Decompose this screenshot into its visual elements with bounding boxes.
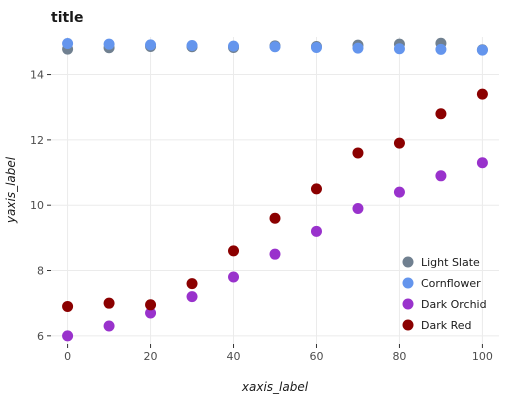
data-point-cornflower <box>103 38 115 50</box>
data-point-dark-orchid <box>435 170 447 182</box>
y-tick-label: 8 <box>37 265 44 278</box>
legend-marker <box>402 319 414 331</box>
data-point-dark-orchid <box>393 186 405 198</box>
data-point-cornflower <box>476 44 488 56</box>
data-point-dark-orchid <box>269 248 281 260</box>
data-point-cornflower <box>393 43 405 55</box>
data-point-dark-red <box>476 88 488 100</box>
legend: Light Slate Cornflower Dark Orchid Dark Red <box>402 256 487 332</box>
data-point-dark-orchid <box>145 307 157 319</box>
legend-label: Light Slate <box>421 256 480 269</box>
gridlines <box>51 37 499 344</box>
chart-title: title <box>51 10 83 26</box>
data-point-cornflower <box>435 43 447 55</box>
y-tick-label: 10 <box>30 199 44 212</box>
data-point-dark-orchid <box>310 225 322 237</box>
x-tick-label: 40 <box>227 350 241 363</box>
legend-marker <box>402 256 414 268</box>
data-point-dark-orchid <box>228 271 240 283</box>
x-tick-label: 100 <box>472 350 493 363</box>
y-tick-label: 6 <box>37 330 44 343</box>
data-point-dark-red <box>352 147 364 159</box>
data-point-cornflower <box>62 38 74 50</box>
data-point-dark-red <box>103 297 115 309</box>
legend-label: Cornflower <box>421 277 481 290</box>
y-axis-label: yaxis_label <box>4 156 18 224</box>
x-axis-ticks: 0 20 40 60 80 100 <box>64 344 493 363</box>
legend-label: Dark Red <box>421 319 472 332</box>
x-axis-label: xaxis_label <box>241 380 309 394</box>
y-tick-label: 12 <box>30 134 44 147</box>
x-tick-label: 20 <box>144 350 158 363</box>
data-point-cornflower <box>269 41 281 53</box>
y-tick-label: 14 <box>30 69 44 82</box>
data-point-dark-red <box>228 245 240 257</box>
data-point-dark-red <box>62 300 74 312</box>
data-point-cornflower <box>352 42 364 54</box>
data-point-dark-orchid <box>352 202 364 214</box>
data-points <box>62 37 488 342</box>
data-point-dark-orchid <box>476 157 488 169</box>
data-point-cornflower <box>228 40 240 52</box>
data-point-dark-red <box>435 108 447 120</box>
data-point-dark-orchid <box>62 330 74 342</box>
data-point-cornflower <box>145 39 157 51</box>
data-point-dark-orchid <box>186 291 198 303</box>
legend-marker <box>402 277 414 289</box>
legend-marker <box>402 298 414 310</box>
x-tick-label: 80 <box>392 350 406 363</box>
data-point-dark-red <box>145 299 157 311</box>
y-axis-ticks: 6 8 10 12 14 <box>30 69 51 343</box>
data-point-dark-red <box>310 183 322 195</box>
data-point-cornflower <box>186 39 198 51</box>
data-point-dark-red <box>269 212 281 224</box>
legend-label: Dark Orchid <box>421 298 487 311</box>
data-point-dark-red <box>186 278 198 290</box>
x-tick-label: 60 <box>309 350 323 363</box>
plot-area <box>51 37 499 344</box>
x-tick-label: 0 <box>64 350 71 363</box>
data-point-dark-orchid <box>103 320 115 332</box>
data-point-dark-red <box>393 137 405 149</box>
data-point-cornflower <box>310 41 322 53</box>
